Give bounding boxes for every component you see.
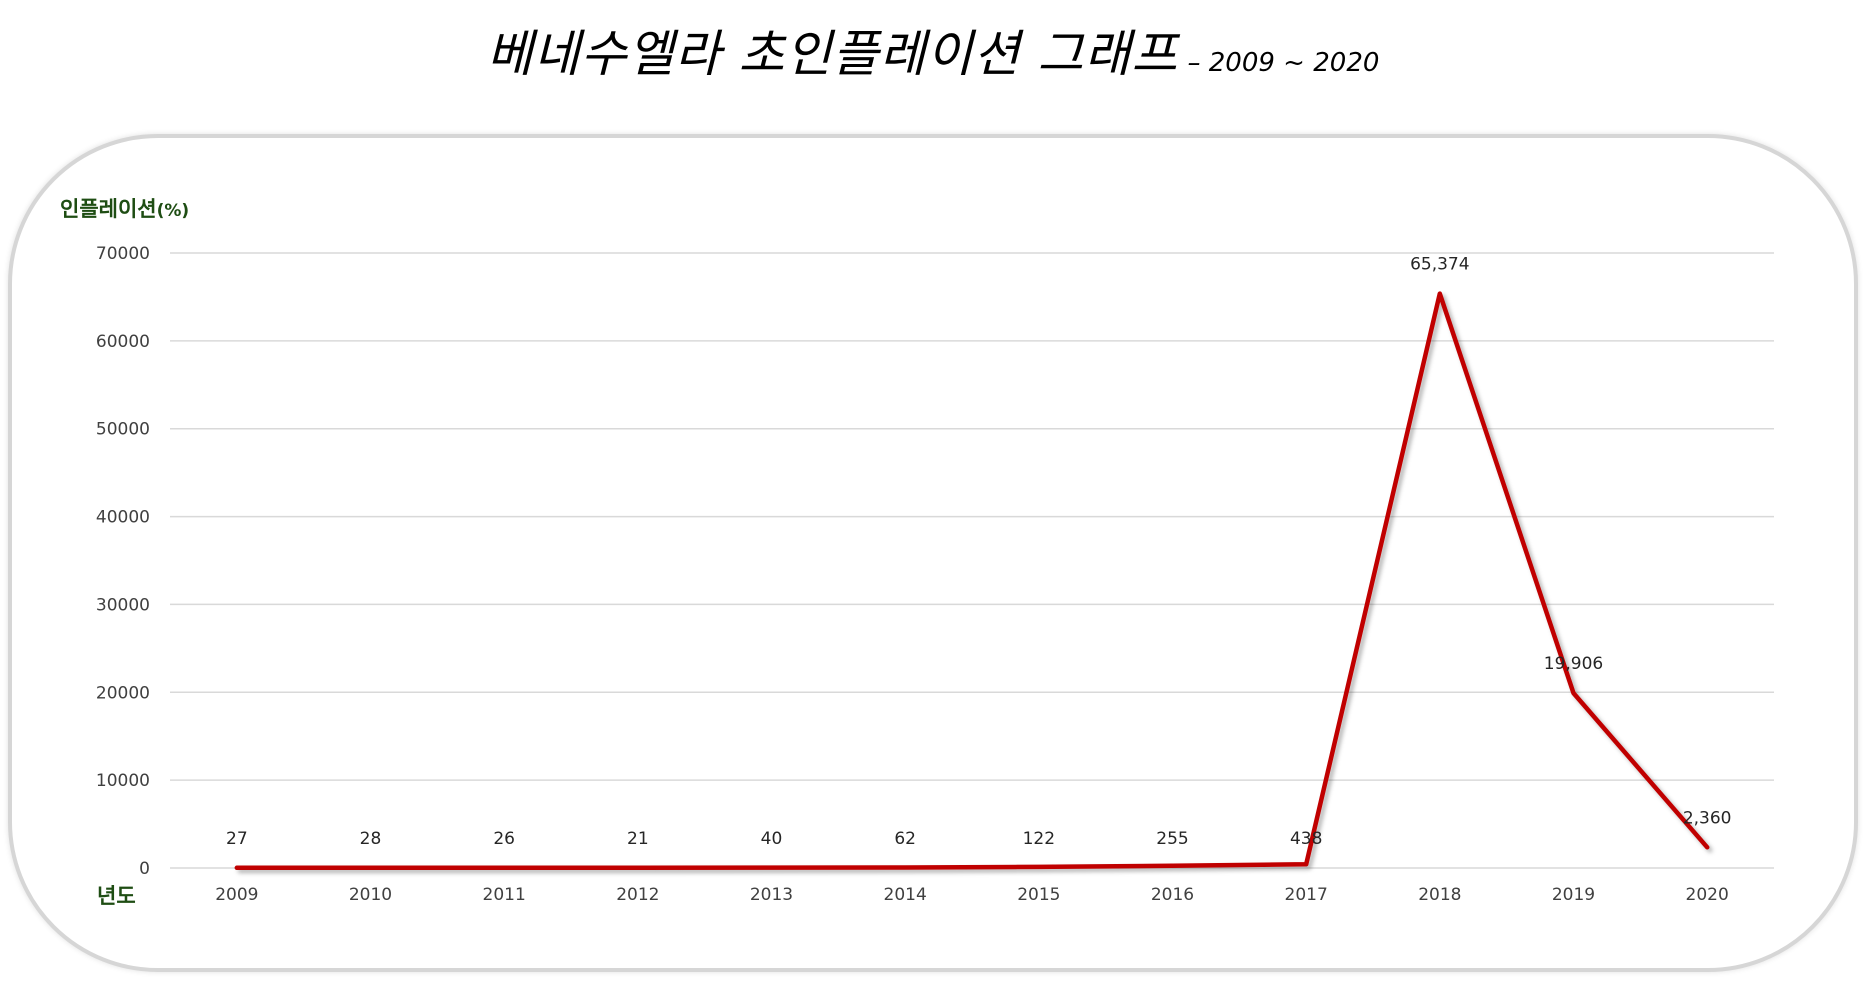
x-tick-label: 2011: [483, 885, 526, 905]
data-label: 122: [1023, 829, 1055, 849]
x-tick-label: 2018: [1418, 885, 1461, 905]
x-tick-label: 2020: [1686, 885, 1729, 905]
y-axis-title-text: 인플레이션: [60, 197, 157, 221]
data-labels: 27 28 26 21 40 62 122 255 438 65,374 19,906 2,360: [226, 255, 1731, 849]
y-tick-label: 40000: [96, 508, 150, 528]
x-axis-title: 년도: [97, 884, 136, 908]
gridlines: [170, 252, 1774, 869]
chart-title-main: 베네수엘라 초인플레이션 그래프: [486, 25, 1179, 83]
chart-title: 베네수엘라 초인플레이션 그래프 – 2009 ~ 2020: [0, 14, 1866, 86]
x-tick-label: 2012: [616, 885, 659, 905]
x-tick-label: 2017: [1285, 885, 1328, 905]
x-tick-label: 2014: [884, 885, 927, 905]
y-tick-label: 60000: [96, 332, 150, 352]
data-label: 21: [627, 829, 649, 849]
y-tick-label: 20000: [96, 683, 150, 703]
series-lines: [234, 291, 1710, 871]
chart-subtitle: – 2009 ~ 2020: [1187, 48, 1380, 78]
data-label: 28: [360, 829, 382, 849]
data-label: 62: [894, 829, 916, 849]
y-tick-label: 70000: [96, 244, 150, 264]
x-tick-label: 2009: [215, 885, 258, 905]
data-label: 255: [1156, 829, 1188, 849]
x-tick-label: 2015: [1017, 885, 1060, 905]
x-tick-label: 2019: [1552, 885, 1595, 905]
y-axis-title-unit: (%): [157, 201, 190, 221]
data-label: 19,906: [1544, 654, 1603, 674]
y-axis-title: 인플레이션(%): [60, 197, 189, 221]
data-label: 40: [761, 829, 783, 849]
x-tick-label: 2016: [1151, 885, 1194, 905]
x-tick-label: 2013: [750, 885, 793, 905]
y-tick-label: 10000: [96, 771, 150, 791]
data-label: 438: [1290, 829, 1322, 849]
y-axis-tick-labels: 0 10000 20000 30000 40000 50000 60000 70000: [96, 244, 150, 879]
data-label: 26: [493, 829, 515, 849]
data-label: 65,374: [1410, 255, 1469, 275]
chart-card: [8, 134, 1858, 972]
data-label: 2,360: [1683, 808, 1732, 828]
data-label: 27: [226, 829, 248, 849]
y-tick-label: 30000: [96, 595, 150, 615]
y-tick-label: 50000: [96, 420, 150, 440]
x-axis-tick-labels: 2009 2010 2011 2012 2013 2014 2015 2016 2017 2018…: [215, 885, 1729, 905]
series-line: [234, 291, 1710, 871]
y-tick-label: 0: [139, 859, 150, 879]
x-tick-label: 2010: [349, 885, 392, 905]
